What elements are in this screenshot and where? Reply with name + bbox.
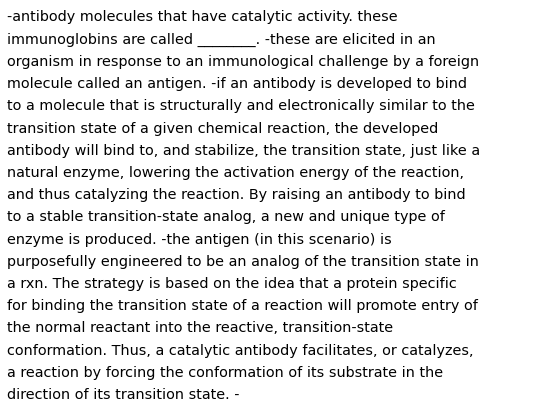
- Text: and thus catalyzing the reaction. By raising an antibody to bind: and thus catalyzing the reaction. By rai…: [7, 188, 465, 202]
- Text: purposefully engineered to be an analog of the transition state in: purposefully engineered to be an analog …: [7, 255, 479, 269]
- Text: for binding the transition state of a reaction will promote entry of: for binding the transition state of a re…: [7, 299, 478, 313]
- Text: immunoglobins are called ________. -these are elicited in an: immunoglobins are called ________. -thes…: [7, 33, 435, 47]
- Text: molecule called an antigen. -if an antibody is developed to bind: molecule called an antigen. -if an antib…: [7, 77, 466, 91]
- Text: the normal reactant into the reactive, transition-state: the normal reactant into the reactive, t…: [7, 321, 393, 335]
- Text: direction of its transition state. -: direction of its transition state. -: [7, 388, 239, 402]
- Text: enzyme is produced. -the antigen (in this scenario) is: enzyme is produced. -the antigen (in thi…: [7, 233, 392, 246]
- Text: to a molecule that is structurally and electronically similar to the: to a molecule that is structurally and e…: [7, 99, 474, 113]
- Text: a rxn. The strategy is based on the idea that a protein specific: a rxn. The strategy is based on the idea…: [7, 277, 456, 291]
- Text: natural enzyme, lowering the activation energy of the reaction,: natural enzyme, lowering the activation …: [7, 166, 464, 180]
- Text: to a stable transition-state analog, a new and unique type of: to a stable transition-state analog, a n…: [7, 210, 445, 224]
- Text: -antibody molecules that have catalytic activity. these: -antibody molecules that have catalytic …: [7, 10, 397, 24]
- Text: antibody will bind to, and stabilize, the transition state, just like a: antibody will bind to, and stabilize, th…: [7, 144, 480, 158]
- Text: organism in response to an immunological challenge by a foreign: organism in response to an immunological…: [7, 55, 479, 69]
- Text: conformation. Thus, a catalytic antibody facilitates, or catalyzes,: conformation. Thus, a catalytic antibody…: [7, 344, 473, 357]
- Text: transition state of a given chemical reaction, the developed: transition state of a given chemical rea…: [7, 122, 438, 135]
- Text: a reaction by forcing the conformation of its substrate in the: a reaction by forcing the conformation o…: [7, 366, 443, 380]
